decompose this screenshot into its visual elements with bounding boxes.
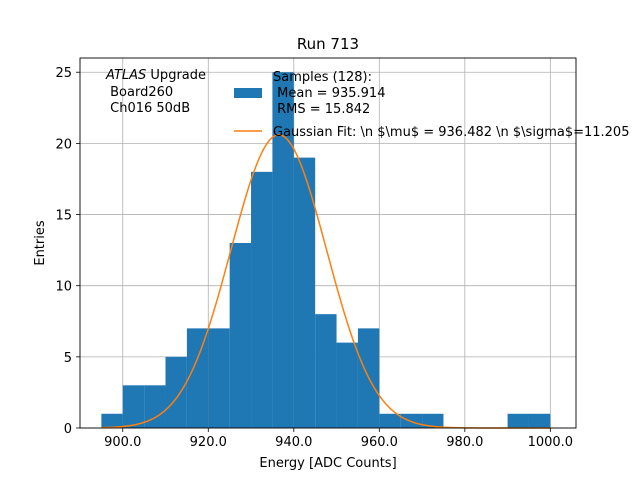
atlas-annotation: ATLAS Upgrade Board260 Ch016 50dB bbox=[105, 68, 206, 116]
y-tick-label: 10 bbox=[55, 280, 72, 295]
x-tick-label: 980.0 bbox=[446, 435, 483, 450]
histogram-bar bbox=[293, 157, 316, 428]
y-axis-title: Entries bbox=[33, 220, 48, 266]
legend-histogram-line-3: RMS = 15.842 bbox=[273, 102, 370, 117]
y-axis-ticks: 0 5 10 15 20 25 bbox=[55, 66, 80, 437]
legend-swatch-histogram bbox=[234, 88, 262, 98]
y-tick-label: 5 bbox=[64, 351, 72, 366]
x-tick-label: 960.0 bbox=[361, 435, 398, 450]
x-tick-label: 900.0 bbox=[104, 435, 141, 450]
legend-fit-label: Gaussian Fit: \n $\mu$ = 936.482 \n $\si… bbox=[273, 125, 629, 140]
x-tick-label: 920.0 bbox=[190, 435, 227, 450]
annotation-line-2: Board260 bbox=[106, 85, 173, 100]
svg-text:Gaussian Fit: \n $\mu$ = 936.4: Gaussian Fit: \n $\mu$ = 936.482 \n $\si… bbox=[273, 125, 629, 140]
svg-text:ATLAS Upgrade: ATLAS Upgrade bbox=[105, 68, 206, 83]
histogram-bars bbox=[101, 72, 551, 428]
histogram-bar bbox=[122, 385, 145, 428]
annotation-line-3: Ch016 50dB bbox=[106, 101, 190, 116]
y-tick-label: 0 bbox=[64, 422, 72, 437]
chart-title: Run 713 bbox=[297, 35, 359, 53]
histogram-bar bbox=[251, 171, 273, 428]
histogram-bar bbox=[379, 413, 401, 428]
histogram-bar bbox=[272, 72, 294, 428]
x-axis-ticks: 900.0 920.0 940.0 960.0 980.0 1000.0 bbox=[104, 428, 573, 450]
legend-histogram-line-2: Mean = 935.914 bbox=[273, 86, 385, 101]
histogram-bar bbox=[336, 342, 358, 428]
histogram-bar bbox=[422, 413, 444, 428]
axes-frame bbox=[79, 57, 577, 429]
annotation-line-1: Upgrade bbox=[150, 68, 206, 83]
y-tick-label: 15 bbox=[55, 209, 72, 224]
x-axis-title: Energy [ADC Counts] bbox=[259, 456, 396, 471]
histogram-bar bbox=[315, 314, 337, 428]
annotation-italic-prefix: ATLAS bbox=[105, 68, 146, 83]
y-tick-label: 20 bbox=[55, 137, 72, 152]
histogram-bar bbox=[165, 356, 187, 428]
legend-histogram-line-1: Samples (128): bbox=[273, 70, 372, 85]
histogram-bar bbox=[208, 328, 230, 428]
histogram-bar bbox=[507, 413, 529, 428]
histogram-bar bbox=[144, 385, 166, 428]
y-tick-label: 25 bbox=[55, 66, 72, 81]
x-tick-label: 940.0 bbox=[275, 435, 312, 450]
x-tick-label: 1000.0 bbox=[528, 435, 574, 450]
histogram-bar bbox=[528, 413, 551, 428]
histogram-bar bbox=[101, 413, 123, 428]
histogram-bar bbox=[186, 328, 209, 428]
legend: Samples (128): Mean = 935.914 RMS = 15.8… bbox=[234, 70, 629, 140]
histogram-bar bbox=[229, 243, 252, 428]
